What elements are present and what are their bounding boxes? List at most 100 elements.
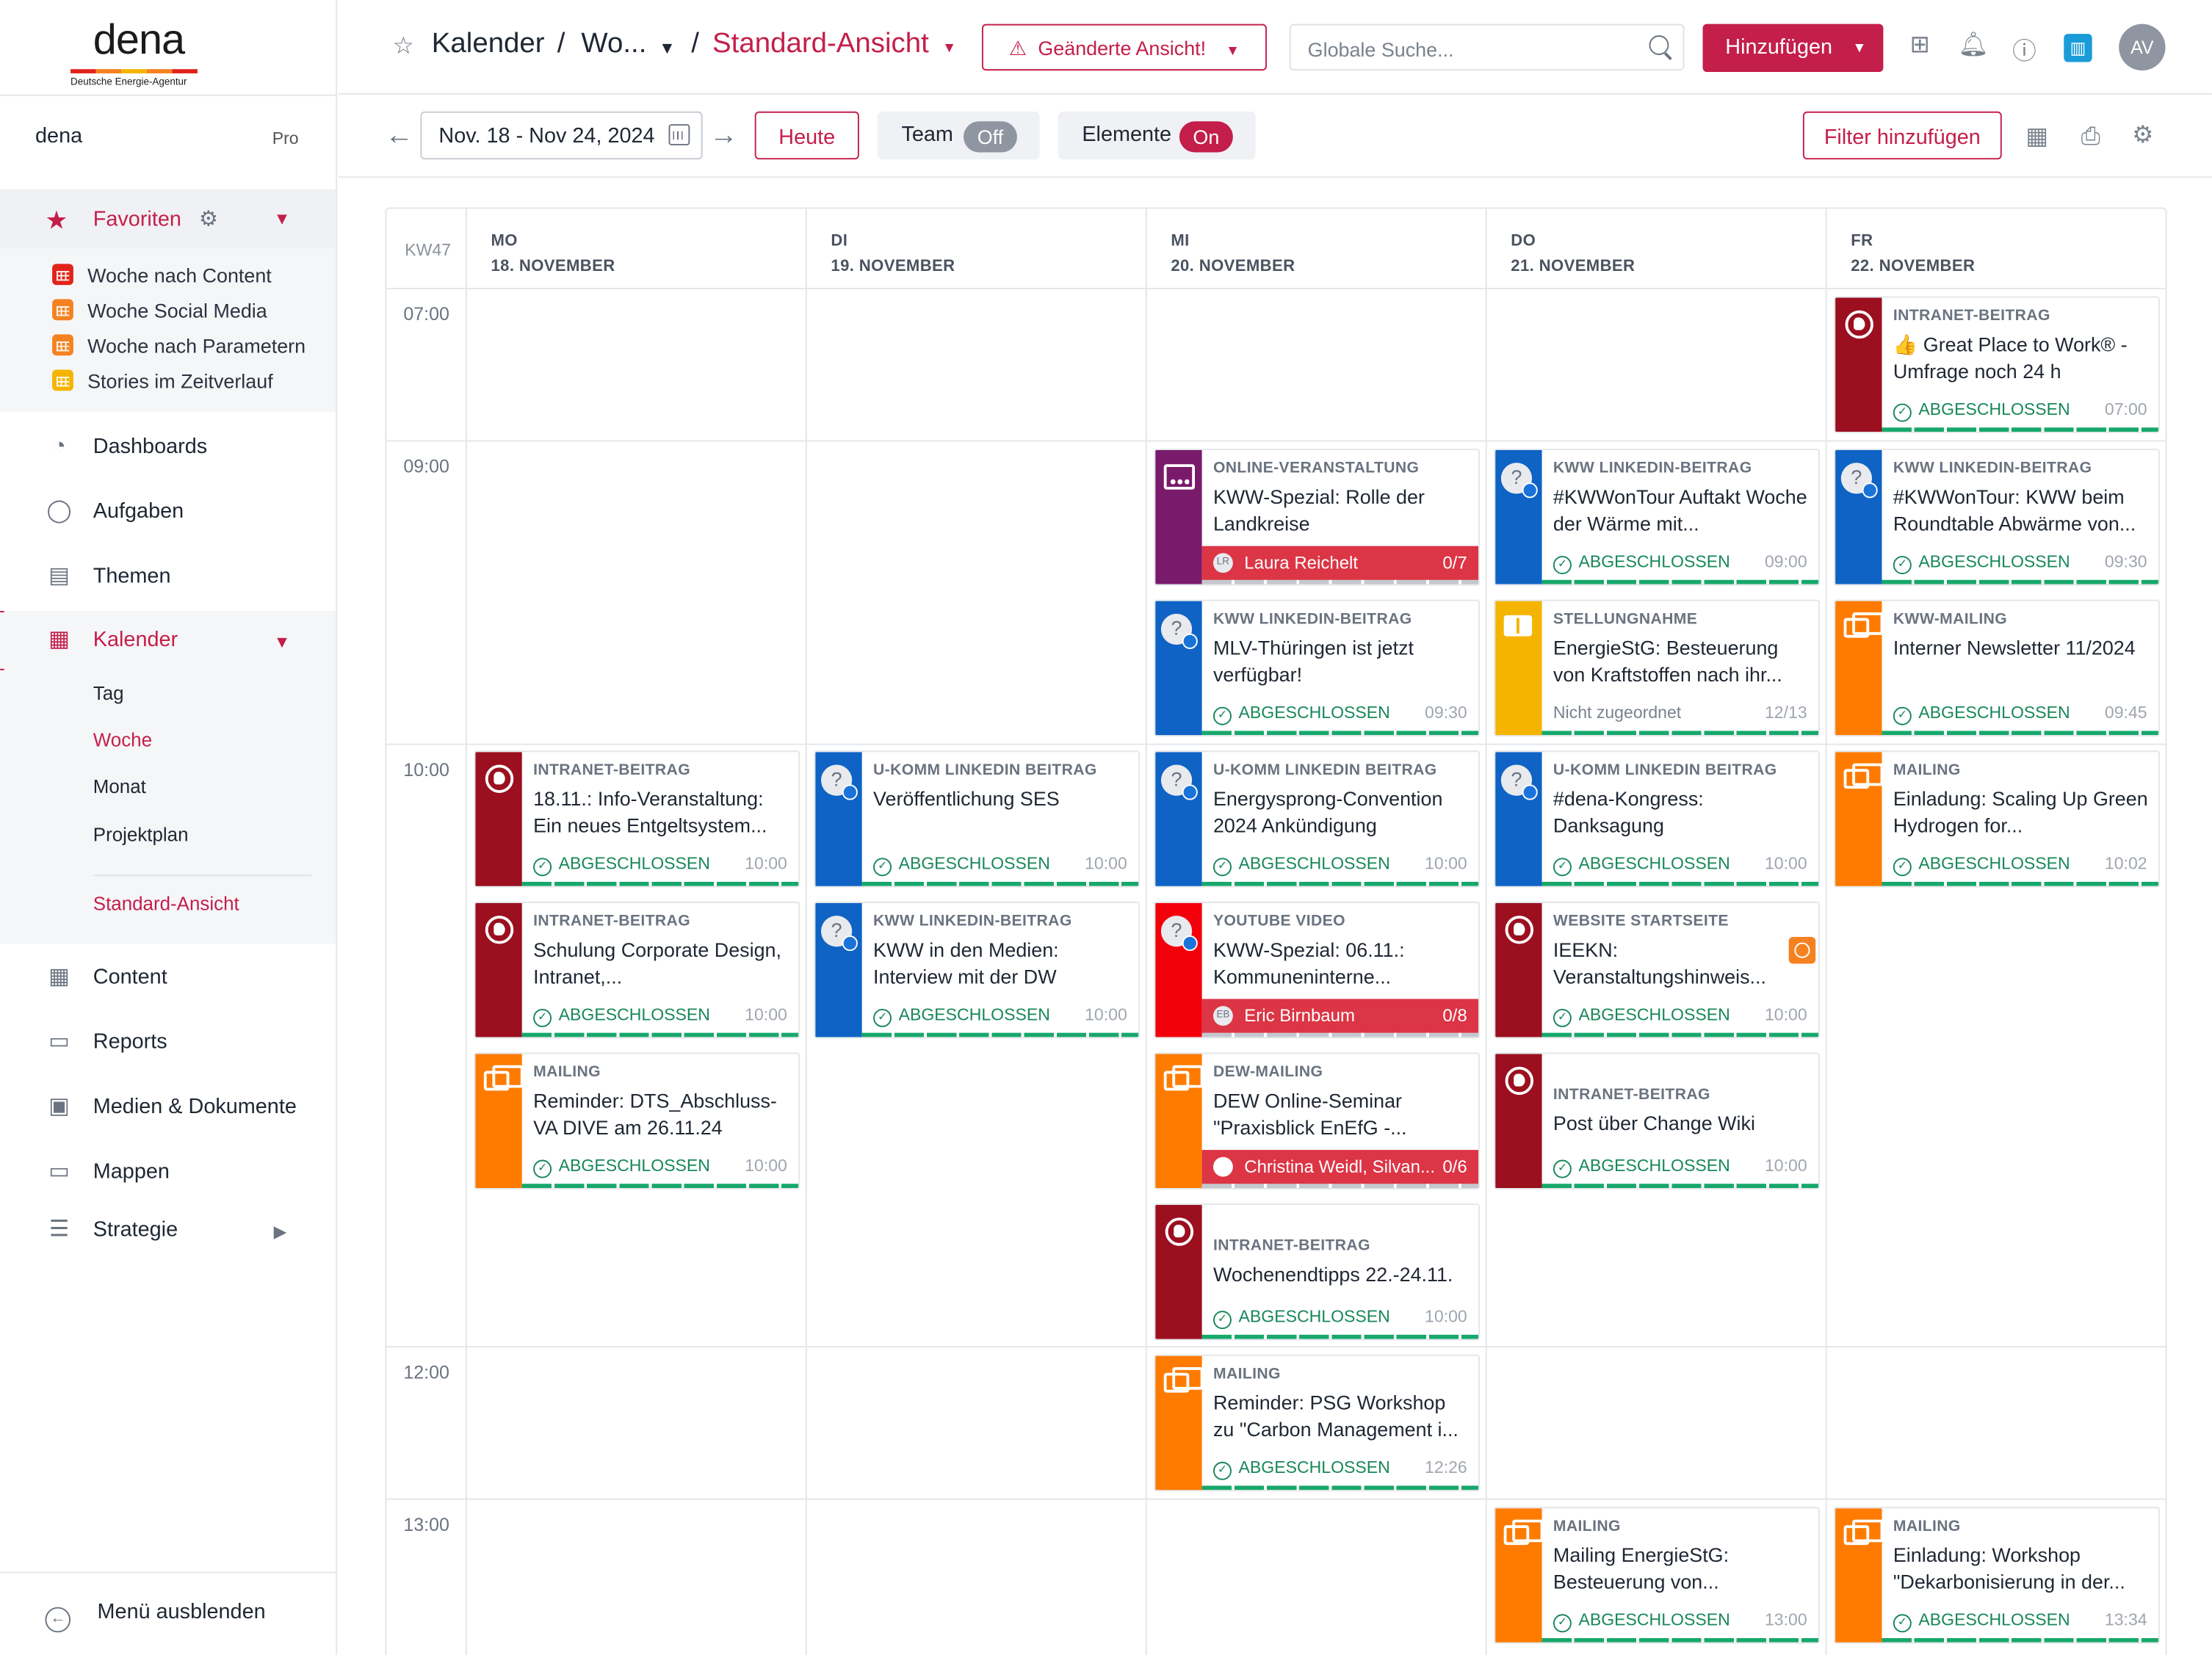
event-card[interactable]: DEW-MAILING DEW Online-Seminar "Praxisbli… <box>1154 1052 1481 1189</box>
nav-kalender[interactable]: ▦ Kalender ▼ <box>0 612 336 669</box>
event-card[interactable]: ? U-KOMM LINKEDIN BEITRAG Veröffentlichung… <box>814 750 1141 888</box>
event-card[interactable]: ? YOUTUBE VIDEO KWW-Spezial: 06.11.: Kommu… <box>1154 901 1481 1039</box>
event-status: ABGESCHLOSSEN <box>1893 551 2070 574</box>
event-card[interactable]: STELLUNGNAHME EnergieStG: Besteuerung von… <box>1494 599 1820 737</box>
team-label: Team <box>901 123 953 147</box>
event-card[interactable]: INTRANET-BEITRAG 👍 Great Place to Work® -… <box>1834 296 2160 433</box>
event-status: ABGESCHLOSSEN <box>1553 1156 1730 1178</box>
day-of-week: MO <box>491 233 518 250</box>
star-outline-icon[interactable]: ☆ <box>392 32 415 59</box>
gear-icon[interactable]: ⚙ <box>198 207 218 232</box>
team-state[interactable]: Off <box>963 121 1017 153</box>
view-projektplan[interactable]: Projektplan <box>93 824 189 846</box>
nav-strategie[interactable]: ☰ Strategie ▶ <box>0 1202 336 1259</box>
event-card[interactable]: INTRANET-BEITRAG Schulung Corporate Desig… <box>474 901 800 1039</box>
event-card[interactable]: WEBSITE STARTSEITE IEEKN: Veranstaltungsh… <box>1494 901 1820 1039</box>
day-header[interactable]: DO 21. NOVEMBER <box>1511 228 1635 279</box>
event-card[interactable]: KWW-MAILING Interner Newsletter 11/2024 AB… <box>1834 599 2160 737</box>
bell-icon[interactable]: 🔔︎ <box>1958 31 1989 58</box>
breadcrumb-woche[interactable]: Wo... <box>581 28 647 59</box>
nav-medien[interactable]: ▣ Medien & Dokumente <box>0 1079 336 1136</box>
add-filter-button[interactable]: Filter hinzufügen <box>1802 111 2002 160</box>
breadcrumb-current-view[interactable]: Standard-Ansicht <box>712 28 929 59</box>
info-icon[interactable]: ⓘ <box>2012 37 2036 65</box>
event-card[interactable]: ? U-KOMM LINKEDIN BEITRAG Energysprong-Con… <box>1154 750 1481 888</box>
view-standard-ansicht[interactable]: Standard-Ansicht <box>93 893 239 915</box>
team-toggle[interactable]: Team Off <box>877 111 1040 160</box>
favorite-item[interactable]: Woche nach Content <box>52 264 272 291</box>
day-header[interactable]: MO 18. NOVEMBER <box>491 228 615 279</box>
nav-reports[interactable]: ▭ Reports <box>0 1015 336 1071</box>
chevron-down-icon[interactable]: ▼ <box>659 37 676 58</box>
breadcrumb-kalender[interactable]: Kalender <box>431 28 545 59</box>
print-icon[interactable]: ⎙ <box>2081 123 2100 150</box>
event-card[interactable]: INTRANET-BEITRAG Post über Change Wiki ABG… <box>1494 1052 1820 1189</box>
org-name[interactable]: dena <box>35 124 83 148</box>
event-status: ABGESCHLOSSEN <box>1553 551 1730 574</box>
calendar-icon <box>52 369 73 391</box>
event-status: ABGESCHLOSSEN <box>1213 854 1390 877</box>
date-range-picker[interactable]: Nov. 18 - Nov 24, 2024 <box>420 111 703 160</box>
user-avatar[interactable]: AV <box>2119 23 2166 71</box>
assignee-bar[interactable]: EB Eric Birnbaum 0/8 <box>1201 999 1479 1035</box>
assignee-bar[interactable]: LR Laura Reichelt 0/7 <box>1201 546 1479 582</box>
assignee-bar[interactable]: Christina Weidl, Silvan... 0/6 <box>1201 1150 1479 1186</box>
day-header[interactable]: DI 19. NOVEMBER <box>831 228 955 279</box>
favorite-item[interactable]: Woche nach Parametern <box>52 334 306 362</box>
day-header[interactable]: FR 22. NOVEMBER <box>1851 228 1975 279</box>
event-card[interactable]: ? U-KOMM LINKEDIN BEITRAG #dena-Kongress: … <box>1494 750 1820 888</box>
progress-bar <box>521 1184 799 1188</box>
add-button[interactable]: Hinzufügen ▼ <box>1702 23 1884 73</box>
event-card[interactable]: MAILING Einladung: Workshop "Dekarbonisie… <box>1834 1507 2160 1644</box>
intercom-icon[interactable]: ▥ <box>2064 34 2092 62</box>
nav-dashboards[interactable]: ◔ Dashboards <box>0 419 336 476</box>
changed-view-button[interactable]: ⚠ Geänderte Ansicht! ▼ <box>981 23 1267 71</box>
chevron-right-icon[interactable]: ▶ <box>273 1222 287 1242</box>
grid-column-line <box>1485 209 1487 1655</box>
event-card[interactable]: ? KWW LINKEDIN-BEITRAG #KWWonTour: KWW bei… <box>1834 449 2160 586</box>
nav-themen[interactable]: ▤ Themen <box>0 549 336 606</box>
view-woche[interactable]: Woche <box>93 729 153 751</box>
collapse-menu-button[interactable]: ← Menü ausblenden <box>45 1600 266 1633</box>
event-card[interactable]: ? KWW LINKEDIN-BEITRAG MLV-Thüringen ist j… <box>1154 599 1481 737</box>
settings-icon[interactable]: ⚙ <box>2132 121 2154 148</box>
star-icon: ★ <box>45 206 68 234</box>
elements-toggle[interactable]: Elemente On <box>1058 111 1256 160</box>
event-card[interactable]: ? KWW LINKEDIN-BEITRAG #KWWonTour Auftakt … <box>1494 449 1820 586</box>
elements-label: Elemente <box>1082 123 1172 147</box>
event-card[interactable]: INTRANET-BEITRAG Wochenendtipps 22.-24.11… <box>1154 1203 1481 1341</box>
day-date: 20. NOVEMBER <box>1171 258 1295 275</box>
arrow-left-icon[interactable]: ← <box>385 120 413 151</box>
view-tag[interactable]: Tag <box>93 683 124 704</box>
view-monat[interactable]: Monat <box>93 775 146 797</box>
calendar-plus-icon[interactable]: ▦ <box>2025 123 2049 150</box>
arrow-right-icon[interactable]: → <box>709 120 738 151</box>
event-title: MLV-Thüringen ist jetzt verfügbar! <box>1212 636 1414 686</box>
clock-icon <box>1788 936 1816 964</box>
favorite-item[interactable]: Stories im Zeitverlauf <box>52 369 273 397</box>
event-card[interactable]: INTRANET-BEITRAG 18.11.: Info-Veranstaltu… <box>474 750 800 888</box>
event-card[interactable]: MAILING Einladung: Scaling Up Green Hydro… <box>1834 750 2160 888</box>
favorites-header[interactable]: ★ Favoriten ⚙ ▼ <box>0 189 336 249</box>
dena-logo[interactable]: dena Deutsche Energie-Agentur <box>71 17 204 87</box>
event-card[interactable]: ? KWW LINKEDIN-BEITRAG KWW in den Medien: … <box>814 901 1141 1039</box>
favorite-item[interactable]: Woche Social Media <box>52 299 267 327</box>
event-card[interactable]: MAILING Mailing EnergieStG: Besteuerung v… <box>1494 1507 1820 1644</box>
event-card[interactable]: MAILING Reminder: PSG Workshop zu "Carbon… <box>1154 1354 1481 1492</box>
event-card[interactable]: MAILING Reminder: DTS_Abschluss-VA DIVE a… <box>474 1052 800 1189</box>
global-search-input[interactable]: Globale Suche... <box>1289 23 1685 71</box>
nav-mappen[interactable]: ▭ Mappen <box>0 1144 336 1200</box>
grid-column-line <box>465 209 467 1655</box>
nav-aufgaben[interactable]: ◯ Aufgaben <box>0 484 336 540</box>
chevron-down-icon[interactable]: ▼ <box>273 209 291 229</box>
today-button[interactable]: Heute <box>754 111 859 160</box>
time-label: 12:00 <box>403 1361 449 1383</box>
chevron-down-icon[interactable]: ▼ <box>942 40 957 57</box>
chevron-down-icon[interactable]: ▼ <box>273 631 291 652</box>
elements-state[interactable]: On <box>1179 121 1233 153</box>
gift-icon[interactable]: ⊞ <box>1909 31 1931 58</box>
day-header[interactable]: MI 20. NOVEMBER <box>1171 228 1295 279</box>
nav-content[interactable]: ▦ Content <box>0 949 336 1006</box>
event-time: 13:00 <box>1764 1609 1807 1630</box>
event-card[interactable]: ONLINE-VERANSTALTUNG KWW-Spezial: Rolle d… <box>1154 449 1481 586</box>
